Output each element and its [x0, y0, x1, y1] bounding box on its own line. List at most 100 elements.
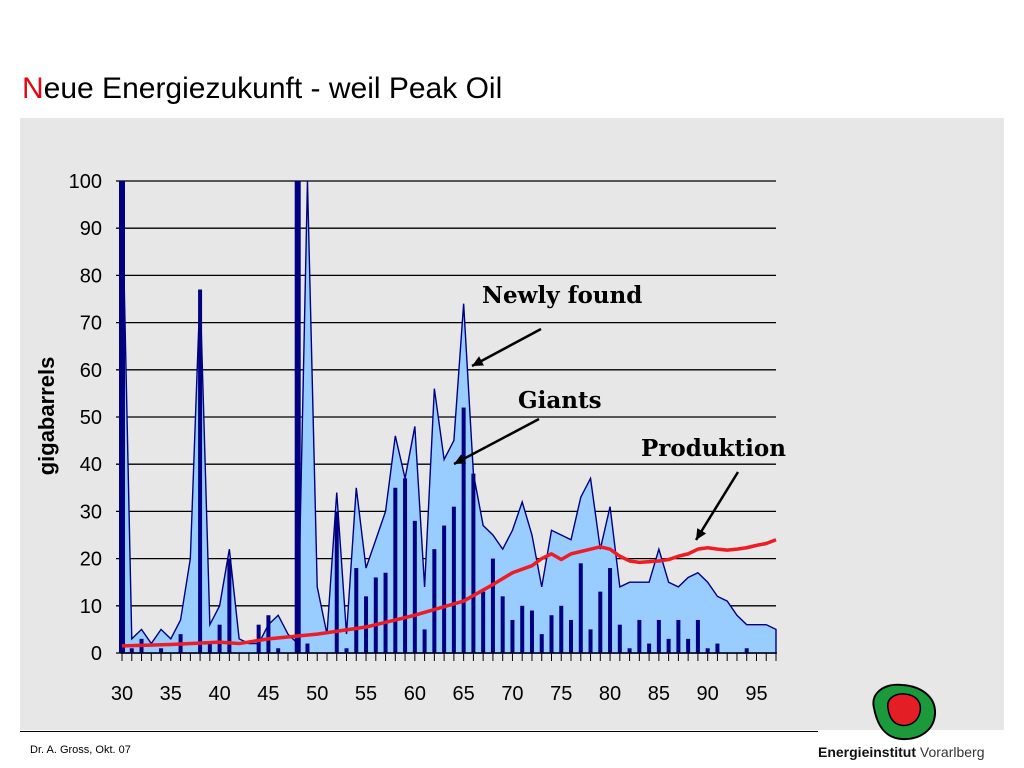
- org-name: Energieinstitut Vorarlberg: [818, 744, 985, 760]
- y-tick-label: 20: [80, 549, 102, 571]
- oil-discovery-chart: 0 10 20 30 40 50 60 70 80 90 100 gigabarrels 30 35 40 4…: [34, 171, 786, 705]
- y-tick-label: 0: [91, 643, 102, 665]
- slide-title: Neue Energiezukunft - weil Peak Oil: [22, 72, 502, 106]
- giants-bar: [442, 525, 447, 653]
- giants-bar: [656, 619, 661, 653]
- giants-bar: [695, 619, 700, 653]
- giants-bar: [383, 572, 388, 653]
- x-tick-label: 80: [599, 683, 621, 705]
- x-tick-label: 60: [404, 683, 426, 705]
- y-axis-label: gigabarrels: [34, 357, 59, 476]
- arrow-shaft: [471, 327, 542, 368]
- giants-bar: [119, 181, 125, 653]
- annotation-produktion: Produktion: [641, 435, 786, 462]
- giants-bar: [637, 619, 642, 653]
- giants-bar: [569, 619, 574, 653]
- x-tick-label: 75: [550, 683, 572, 705]
- arrow-head: [472, 356, 484, 366]
- giants-bar: [344, 648, 349, 653]
- giants-bar: [510, 619, 515, 653]
- giants-bar: [471, 473, 476, 653]
- giants-bar: [451, 506, 456, 653]
- footer-divider: [20, 731, 818, 732]
- giants-bar: [159, 648, 164, 653]
- newly-found-area: [121, 180, 777, 654]
- giants-bar: [334, 511, 339, 653]
- y-tick-label: 50: [80, 407, 102, 429]
- y-tick-label: 100: [69, 171, 102, 193]
- title-text: eue Energiezukunft - weil Peak Oil: [43, 72, 503, 105]
- giants-bar: [549, 615, 554, 653]
- logo-inner-shape: [887, 693, 922, 727]
- x-tick-label: 70: [501, 683, 523, 705]
- giants-bar: [207, 643, 212, 653]
- giants-bar: [705, 648, 710, 653]
- x-tick-label: 45: [257, 683, 279, 705]
- giants-bar: [217, 624, 222, 653]
- x-tick-label: 40: [208, 683, 230, 705]
- y-tick-label: 90: [80, 218, 102, 240]
- chart-panel: 0 10 20 30 40 50 60 70 80 90 100 gigabarrels 30 35 40 4…: [20, 118, 1004, 730]
- giants-bar: [666, 638, 671, 653]
- giants-bar: [294, 181, 301, 653]
- giants-bar: [354, 568, 359, 653]
- giants-bar: [373, 577, 378, 653]
- giants-bar: [129, 648, 134, 653]
- x-tick-label: 65: [453, 683, 475, 705]
- x-tick-label: 30: [111, 683, 133, 705]
- giants-bar: [490, 558, 495, 653]
- title-first-letter: N: [22, 72, 44, 105]
- arrow-giants: [453, 417, 540, 466]
- x-tick-label: 35: [160, 683, 182, 705]
- giants-bar: [715, 643, 720, 653]
- giants-bar: [676, 619, 681, 653]
- arrow-head: [696, 528, 707, 540]
- giants-bar: [578, 563, 583, 653]
- x-tick-label: 90: [697, 683, 719, 705]
- energieinstitut-logo-icon: [872, 683, 937, 741]
- giants-bar: [500, 596, 505, 653]
- giants-bar: [227, 558, 232, 653]
- org-name-bold: Energieinstitut: [818, 744, 917, 760]
- giants-bar: [744, 648, 749, 653]
- giants-bar: [598, 591, 603, 653]
- giants-bar: [461, 407, 466, 653]
- arrow-shaft: [453, 417, 540, 466]
- footer-author: Dr. A. Gross, Okt. 07: [30, 744, 131, 756]
- giants-bar: [422, 629, 427, 653]
- y-tick-label: 60: [80, 360, 102, 382]
- y-tick-label: 10: [80, 596, 102, 618]
- giants-bar: [617, 624, 622, 653]
- giants-bar: [432, 549, 437, 653]
- giants-bar: [481, 591, 486, 653]
- giants-bar: [559, 605, 564, 653]
- giants-bar: [520, 605, 525, 653]
- giants-bar: [276, 648, 281, 653]
- x-tick-label: 55: [355, 683, 377, 705]
- org-name-light: Vorarlberg: [919, 744, 985, 760]
- giants-bar: [403, 478, 408, 653]
- y-tick-label: 70: [80, 313, 102, 335]
- giants-bar: [266, 615, 271, 653]
- giants-bar: [539, 634, 544, 653]
- giants-bar: [686, 638, 691, 653]
- giants-bar: [364, 596, 369, 653]
- giants-bar: [647, 643, 652, 653]
- giants-bar: [393, 487, 398, 653]
- y-tick-label: 80: [80, 265, 102, 287]
- arrow-head: [454, 454, 466, 464]
- giants-bar: [608, 568, 613, 653]
- annotation-newly-found: Newly found: [482, 282, 642, 309]
- production-line: [121, 538, 777, 648]
- y-tick-label: 40: [80, 454, 102, 476]
- giants-bar: [198, 289, 203, 653]
- giants-bar: [627, 648, 632, 653]
- giants-bar: [588, 629, 593, 653]
- annotation-giants: Giants: [518, 387, 602, 414]
- y-tick-label: 30: [80, 501, 102, 523]
- giants-bar: [305, 643, 310, 653]
- arrow-shaft: [694, 471, 740, 541]
- x-tick-label: 50: [306, 683, 328, 705]
- x-tick-label: 95: [745, 683, 767, 705]
- x-tick-label: 85: [648, 683, 670, 705]
